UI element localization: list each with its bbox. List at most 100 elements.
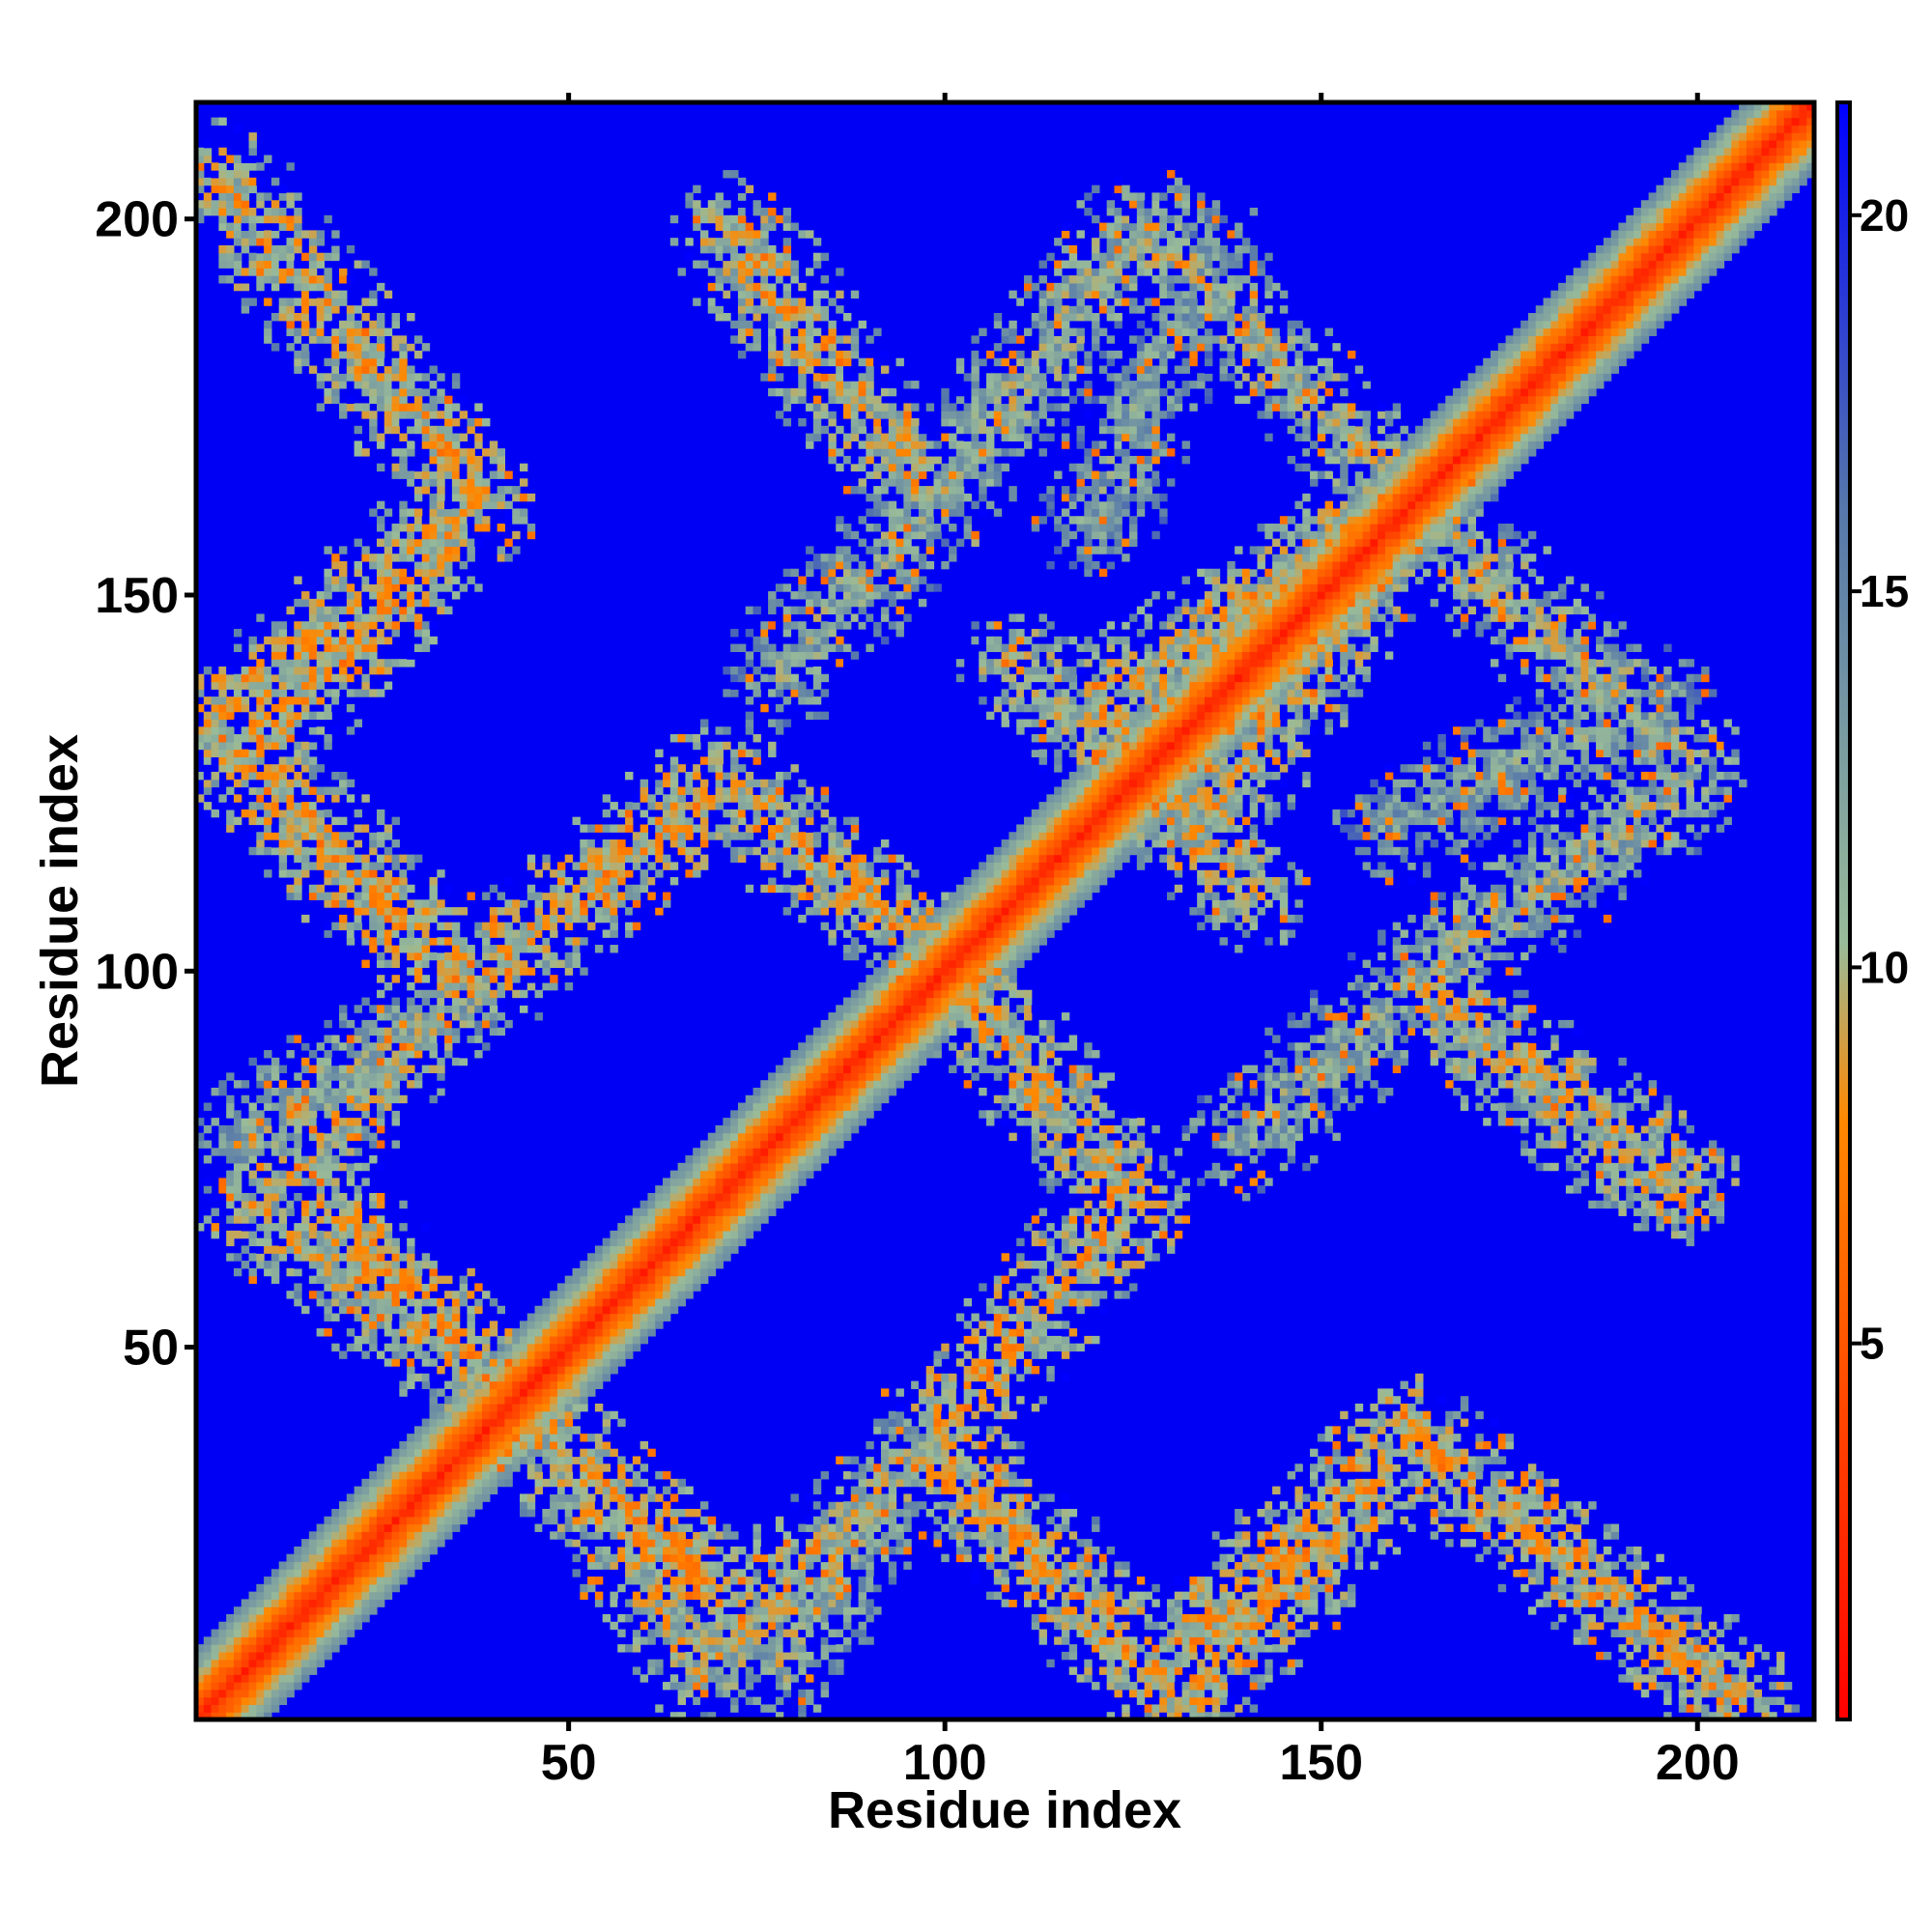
heatmap-cell — [256, 1636, 265, 1645]
heatmap-cell — [745, 1132, 754, 1142]
heatmap-cell — [467, 1396, 475, 1405]
heatmap-cell — [308, 282, 318, 292]
heatmap-cell — [218, 794, 227, 803]
heatmap-cell — [451, 1523, 461, 1532]
heatmap-cell — [632, 1569, 641, 1577]
heatmap-cell — [737, 1237, 747, 1247]
heatmap-cell — [429, 907, 438, 916]
heatmap-cell — [737, 305, 747, 314]
heatmap-cell — [278, 192, 288, 201]
heatmap-cell — [526, 922, 536, 931]
heatmap-cell — [286, 1245, 295, 1254]
heatmap-cell — [444, 1313, 453, 1321]
heatmap-cell — [346, 1275, 355, 1285]
heatmap-cell — [429, 1403, 438, 1412]
heatmap-cell — [745, 1094, 754, 1104]
heatmap-cell — [610, 1553, 618, 1563]
heatmap-cell — [663, 1561, 671, 1570]
heatmap-cell — [459, 1403, 469, 1412]
heatmap-cell — [301, 1629, 310, 1637]
heatmap-cell — [270, 1704, 280, 1713]
heatmap-cell — [730, 1591, 739, 1601]
heatmap-cell — [587, 1531, 596, 1540]
heatmap-cell — [663, 1577, 671, 1585]
heatmap-cell — [211, 185, 219, 194]
heatmap-cell — [512, 1388, 521, 1397]
heatmap-cell — [489, 952, 498, 961]
heatmap-cell — [489, 1005, 498, 1013]
heatmap-cell — [610, 1230, 618, 1239]
heatmap-cell — [677, 1651, 686, 1661]
heatmap-cell — [270, 208, 280, 216]
heatmap-cell — [707, 1577, 717, 1585]
heatmap-cell — [685, 869, 694, 878]
heatmap-cell — [489, 884, 498, 894]
heatmap-cell — [264, 327, 272, 336]
heatmap-cell — [241, 1223, 250, 1232]
heatmap-cell — [437, 1531, 445, 1540]
heatmap-cell — [324, 651, 332, 660]
heatmap-cell — [256, 1261, 265, 1269]
heatmap-cell — [316, 1651, 326, 1661]
heatmap-cell — [753, 1110, 761, 1119]
heatmap-cell — [429, 365, 438, 374]
heatmap-cell — [451, 1426, 461, 1435]
heatmap-cell — [534, 959, 543, 968]
heatmap-cell — [737, 252, 747, 262]
heatmap-cell — [610, 1410, 618, 1420]
heatmap-cell — [693, 260, 701, 269]
heatmap-cell — [308, 244, 318, 254]
heatmap-cell — [324, 1065, 332, 1073]
heatmap-cell — [278, 764, 288, 773]
heatmap-cell — [354, 320, 362, 329]
heatmap-cell — [580, 1478, 588, 1488]
heatmap-cell — [482, 1478, 491, 1488]
heatmap-cell — [286, 696, 295, 705]
heatmap-cell — [301, 824, 310, 833]
heatmap-cell — [264, 1124, 272, 1134]
heatmap-cell — [482, 1335, 491, 1345]
heatmap-cell — [286, 313, 295, 322]
heatmap-cell — [361, 1094, 370, 1104]
heatmap-cell — [399, 1050, 408, 1059]
heatmap-cell — [520, 1396, 528, 1405]
heatmap-cell — [429, 1434, 438, 1442]
heatmap-cell — [421, 1027, 431, 1037]
heatmap-cell — [294, 1553, 302, 1563]
heatmap-cell — [286, 666, 295, 675]
heatmap-cell — [278, 1666, 288, 1675]
heatmap-cell — [324, 1200, 332, 1209]
heatmap-cell — [617, 839, 626, 848]
heatmap-cell — [594, 1350, 604, 1359]
heatmap-cell — [723, 1629, 731, 1637]
heatmap-cell — [270, 1230, 280, 1239]
heatmap-cell — [655, 1283, 664, 1292]
heatmap-cell — [294, 327, 302, 336]
heatmap-cell — [376, 1080, 385, 1089]
heatmap-cell — [339, 1305, 348, 1315]
heatmap-cell — [301, 1200, 310, 1209]
heatmap-cell — [421, 463, 431, 472]
heatmap-cell — [399, 433, 408, 441]
heatmap-cell — [413, 508, 423, 517]
heatmap-cell — [685, 1682, 694, 1690]
heatmap-cell — [451, 455, 461, 465]
heatmap-cell — [270, 1651, 280, 1661]
heatmap-cell — [753, 1614, 761, 1623]
heatmap-cell — [707, 1170, 717, 1179]
heatmap-cell — [384, 1080, 393, 1089]
heatmap-cell — [248, 1208, 257, 1216]
heatmap-cell — [301, 1208, 310, 1216]
heatmap-cell — [617, 1343, 626, 1352]
heatmap-cell — [707, 1162, 717, 1172]
heatmap-cell — [437, 554, 445, 562]
heatmap-cell — [512, 959, 521, 968]
heatmap-cell — [376, 1569, 385, 1577]
heatmap-cell — [413, 598, 423, 608]
heatmap-cell — [429, 1440, 438, 1450]
heatmap-cell — [301, 1606, 310, 1615]
heatmap-cell — [369, 268, 378, 276]
heatmap-cell — [369, 373, 378, 382]
heatmap-cell — [301, 1042, 310, 1051]
heatmap-cell — [331, 1118, 340, 1126]
